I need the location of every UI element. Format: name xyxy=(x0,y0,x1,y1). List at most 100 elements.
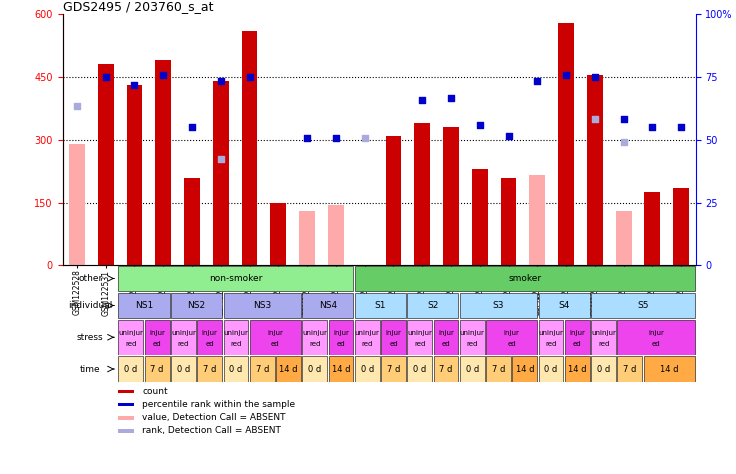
Point xyxy=(244,73,255,81)
Bar xyxy=(328,320,353,355)
Bar xyxy=(213,81,229,265)
Text: injur: injur xyxy=(267,330,283,336)
Text: NS1: NS1 xyxy=(135,301,153,310)
Bar xyxy=(408,293,459,318)
Point xyxy=(129,82,141,89)
Text: red: red xyxy=(361,341,373,347)
Bar xyxy=(355,293,406,318)
Bar xyxy=(381,356,406,382)
Text: red: red xyxy=(414,341,425,347)
Text: 0 d: 0 d xyxy=(308,365,322,374)
Text: S4: S4 xyxy=(559,301,570,310)
Text: uninjur: uninjur xyxy=(591,330,616,336)
Point xyxy=(417,96,428,104)
Text: ed: ed xyxy=(271,341,280,347)
Text: 0 d: 0 d xyxy=(466,365,479,374)
Text: injur: injur xyxy=(503,330,520,336)
Bar xyxy=(127,85,142,265)
Text: ed: ed xyxy=(442,341,450,347)
Text: 0 d: 0 d xyxy=(124,365,138,374)
Text: ed: ed xyxy=(507,341,516,347)
Bar xyxy=(673,188,689,265)
Text: 7 d: 7 d xyxy=(387,365,400,374)
Bar xyxy=(224,320,248,355)
Bar xyxy=(386,136,401,265)
Text: 7 d: 7 d xyxy=(439,365,453,374)
Text: NS2: NS2 xyxy=(188,301,205,310)
Bar xyxy=(539,320,564,355)
Bar xyxy=(118,320,144,355)
Bar xyxy=(645,192,660,265)
Text: 0 d: 0 d xyxy=(230,365,243,374)
Bar xyxy=(270,203,286,265)
Bar xyxy=(616,211,631,265)
Bar xyxy=(460,356,485,382)
Text: ed: ed xyxy=(389,341,398,347)
Text: red: red xyxy=(177,341,189,347)
Bar xyxy=(328,356,353,382)
Text: 7 d: 7 d xyxy=(203,365,216,374)
Text: 0 d: 0 d xyxy=(413,365,426,374)
Text: smoker: smoker xyxy=(509,274,542,283)
Text: percentile rank within the sample: percentile rank within the sample xyxy=(143,401,296,410)
Point xyxy=(560,71,572,79)
Bar xyxy=(558,23,574,265)
Bar xyxy=(381,320,406,355)
Bar xyxy=(302,320,327,355)
Text: 14 d: 14 d xyxy=(516,365,534,374)
Text: other: other xyxy=(78,274,102,283)
Bar xyxy=(145,356,169,382)
Text: 7 d: 7 d xyxy=(623,365,637,374)
Bar xyxy=(224,293,301,318)
Text: value, Detection Call = ABSENT: value, Detection Call = ABSENT xyxy=(143,413,286,422)
Bar xyxy=(529,175,545,265)
Point xyxy=(330,134,342,142)
Text: ed: ed xyxy=(652,341,660,347)
Bar xyxy=(118,403,134,407)
Text: 0 d: 0 d xyxy=(361,365,374,374)
Text: uninjur: uninjur xyxy=(460,330,485,336)
Point xyxy=(618,115,629,123)
Point xyxy=(301,134,313,142)
Text: injur: injur xyxy=(333,330,349,336)
Point xyxy=(445,94,457,102)
Bar xyxy=(443,128,459,265)
Bar xyxy=(414,123,430,265)
Text: S5: S5 xyxy=(637,301,648,310)
Point xyxy=(100,73,112,81)
Bar xyxy=(118,429,134,433)
Bar xyxy=(355,320,380,355)
Text: 14 d: 14 d xyxy=(332,365,350,374)
Text: uninjur: uninjur xyxy=(355,330,380,336)
Bar xyxy=(512,356,537,382)
Bar xyxy=(155,60,171,265)
Text: uninjur: uninjur xyxy=(539,330,564,336)
Bar xyxy=(197,356,222,382)
Bar xyxy=(565,356,590,382)
Text: red: red xyxy=(230,341,241,347)
Bar xyxy=(197,320,222,355)
Text: 14 d: 14 d xyxy=(568,365,587,374)
Text: stress: stress xyxy=(77,333,104,342)
Bar xyxy=(539,293,590,318)
Text: injur: injur xyxy=(648,330,664,336)
Bar xyxy=(500,178,517,265)
Bar xyxy=(171,320,196,355)
Bar xyxy=(591,320,616,355)
Bar xyxy=(276,356,301,382)
Bar xyxy=(241,31,258,265)
Point xyxy=(158,71,169,79)
Text: uninjur: uninjur xyxy=(302,330,328,336)
Bar xyxy=(171,356,196,382)
Point xyxy=(358,134,370,142)
Bar xyxy=(250,320,301,355)
Text: ed: ed xyxy=(573,341,581,347)
Text: injur: injur xyxy=(202,330,218,336)
Text: 0 d: 0 d xyxy=(177,365,190,374)
Point xyxy=(215,155,227,163)
Text: injur: injur xyxy=(438,330,454,336)
Bar xyxy=(591,356,616,382)
Bar xyxy=(486,320,537,355)
Text: non-smoker: non-smoker xyxy=(209,274,263,283)
Text: NS4: NS4 xyxy=(319,301,337,310)
